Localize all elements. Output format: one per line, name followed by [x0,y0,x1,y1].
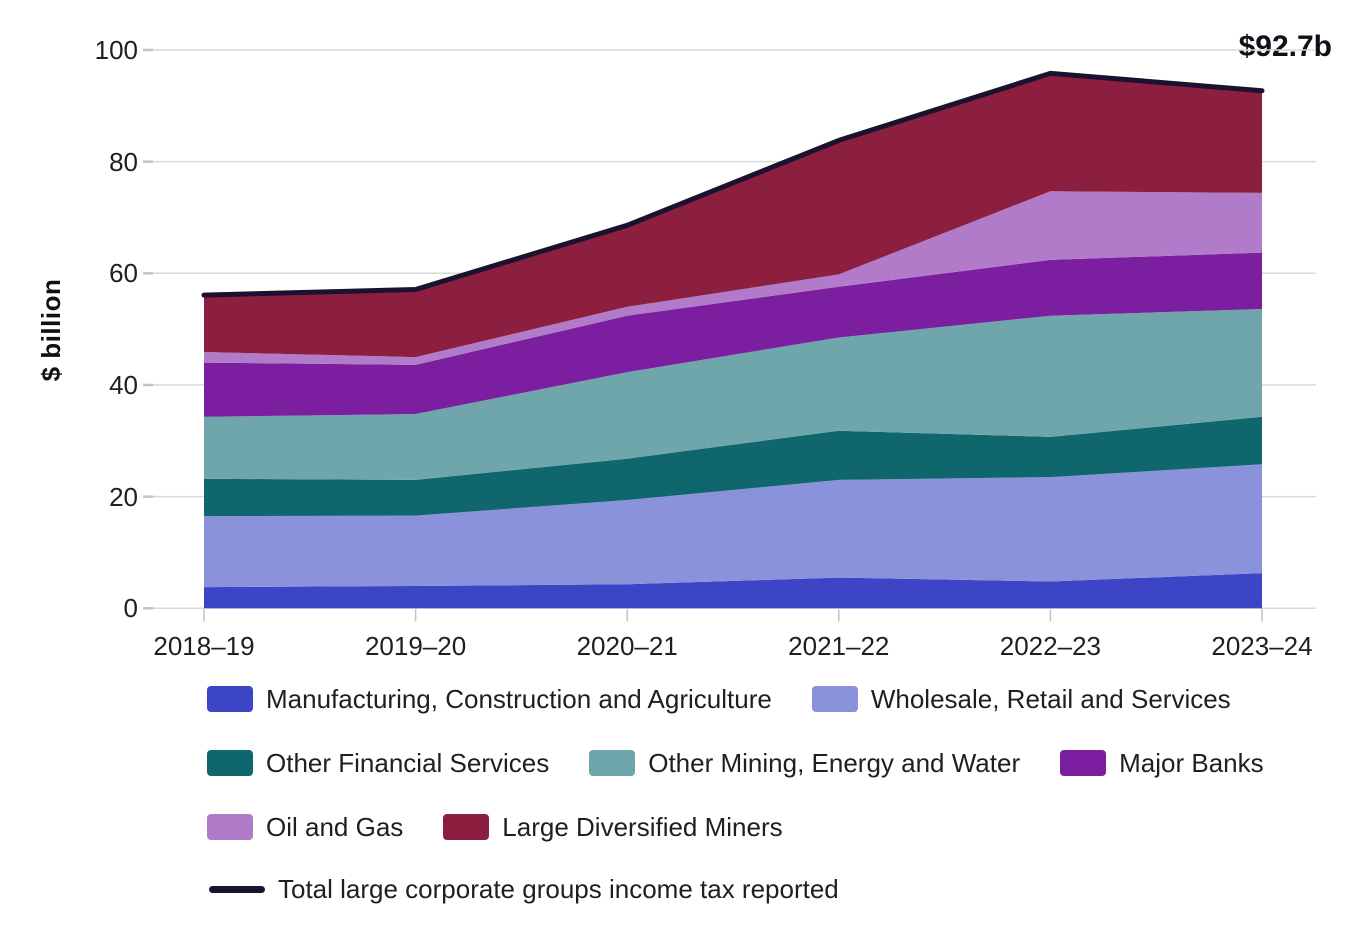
legend-item-major-banks: Major Banks [1060,748,1264,778]
area-manufacturing-construction-and-agriculture [204,573,1262,609]
legend-item-total-line: Total large corporate groups income tax … [209,874,839,904]
legend-swatch-icon [1060,750,1107,776]
legend-swatch-icon [443,814,490,840]
area-oil-and-gas [204,191,1262,365]
legend-row-2: Other Financial Services Other Mining, En… [207,748,1264,778]
legend-label: Oil and Gas [266,812,404,842]
stacked-area-chart [143,48,1316,622]
x-tick-label-3: 2021–22 [788,631,890,661]
y-tick-label-0: 0 [123,593,138,624]
x-tick-label-0: 2018–19 [153,631,255,661]
total-annotation: $92.7b [1238,30,1332,63]
legend-row-3: Oil and Gas Large Diversified Miners [207,812,783,842]
x-tick-label-4: 2022–23 [999,631,1101,661]
area-other-mining-energy-and-water [204,309,1262,480]
legend-item-oil-and-gas: Oil and Gas [207,812,403,842]
legend-swatch-icon [811,686,858,712]
legend-label: Wholesale, Retail and Services [870,684,1231,714]
legend-label: Other Mining, Energy and Water [648,748,1021,778]
y-tick-label-80: 80 [109,146,138,177]
legend-row-1: Manufacturing, Construction and Agricult… [207,684,1231,714]
legend-item-other-financial-services: Other Financial Services [207,748,549,778]
area-wholesale-retail-and-services [204,464,1262,588]
legend-swatch-icon [207,750,253,776]
y-tick-label-60: 60 [109,258,138,289]
legend-label: Major Banks [1119,748,1264,778]
area-other-financial-services [204,416,1262,517]
x-tick-label-1: 2019–20 [364,631,467,661]
legend-label: Manufacturing, Construction and Agricult… [266,684,772,714]
y-tick-label-40: 40 [109,369,138,400]
total-line [201,70,1265,298]
legend-item-manufacturing-construction-and-agriculture: Manufacturing, Construction and Agricult… [207,684,772,714]
area-major-banks [204,252,1262,417]
legend-label: Total large corporate groups income tax … [278,874,839,904]
legend-item-other-mining-energy-and-water: Other Mining, Energy and Water [589,748,1020,778]
legend-item-large-diversified-miners: Large Diversified Miners [443,812,783,842]
legend-item-wholesale-retail-and-services: Wholesale, Retail and Services [811,684,1231,714]
legend-swatch-icon [207,814,253,840]
legend-swatch-icon [207,686,253,712]
legend-label: Large Diversified Miners [502,812,783,842]
y-tick-label-20: 20 [109,481,138,512]
legend-swatch-icon [589,750,636,776]
x-tick-label-2: 2020–21 [576,631,678,661]
legend-row-total: Total large corporate groups income tax … [209,874,839,904]
legend-label: Other Financial Services [266,748,550,778]
x-tick-label-5: 2023–24 [1211,631,1313,661]
area-large-diversified-miners [204,73,1262,358]
y-tick-label-100: 100 [94,34,138,65]
legend-line-swatch-icon [209,885,265,893]
